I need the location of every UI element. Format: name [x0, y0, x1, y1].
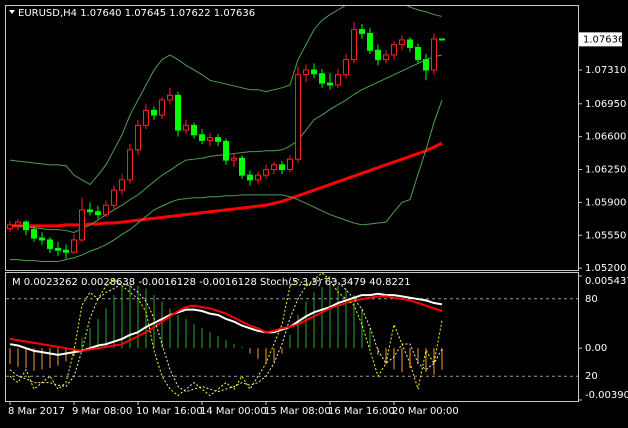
candle-body: [423, 59, 429, 71]
candle-body: [183, 124, 189, 131]
candle-body: [127, 149, 133, 181]
candle-body: [31, 229, 37, 239]
y-tick-label: 0.00: [585, 343, 607, 354]
indicator-plot: [6, 273, 578, 397]
candle-body: [199, 134, 205, 141]
candle-body: [87, 209, 93, 213]
candle-body: [391, 44, 397, 56]
x-tick-label: 14 Mar 00:00: [200, 406, 267, 417]
candle-body: [303, 69, 309, 76]
candle-body: [111, 189, 117, 206]
candle-body: [143, 109, 149, 126]
y-tick-label: 0.005437: [585, 276, 628, 287]
candle-body: [79, 209, 85, 241]
candle-body: [247, 174, 253, 181]
candle-body: [39, 237, 45, 241]
candle-body: [207, 137, 213, 141]
y-tick-label: -0.003903: [585, 390, 628, 401]
price-plot: [7, 6, 445, 263]
candle-body: [311, 69, 317, 75]
candle-body: [383, 54, 389, 61]
x-tick-label: 20 Mar 00:00: [392, 406, 459, 417]
candle-body: [375, 49, 381, 61]
candle-body: [23, 221, 29, 231]
candle-body: [63, 249, 69, 253]
candle-body: [135, 124, 141, 151]
last-price-marker: [579, 32, 622, 47]
chart-title: EURUSD,H4 1.07640 1.07645 1.07622 1.0763…: [18, 8, 255, 19]
candle-body: [159, 99, 165, 116]
oscillator-line: [9, 295, 443, 352]
y-tick-label: 1.06600: [585, 132, 626, 143]
y-tick-label: 1.06950: [585, 99, 626, 110]
candle-body: [175, 94, 181, 131]
candle-body: [431, 38, 437, 71]
frame: [5, 5, 579, 402]
bollinger-band: [10, 99, 443, 263]
price-pane-border: [5, 5, 579, 271]
candle-body: [15, 221, 21, 226]
y2-tick-label: 20: [585, 371, 598, 382]
candle-body: [55, 247, 61, 251]
candle-body: [319, 73, 325, 84]
candle-body: [151, 109, 157, 116]
x-tick-label: 8 Mar 2017: [8, 406, 65, 417]
y-tick-label: 1.05200: [585, 263, 626, 274]
candle-body: [295, 74, 301, 160]
candle-body: [351, 29, 357, 61]
candle-body: [103, 204, 109, 216]
indicator-title: M 0.0023262 0.0028638 -0.0016128 -0.0016…: [12, 277, 411, 288]
candle-body: [327, 82, 333, 86]
stochastic-line: [9, 273, 443, 397]
candle-body: [223, 140, 229, 161]
candle-body: [439, 38, 445, 41]
candle-body: [71, 239, 77, 253]
stochastic-line: [9, 276, 443, 393]
candle-body: [47, 239, 53, 249]
candle-body: [279, 164, 285, 171]
y-tick-label: 1.06250: [585, 165, 626, 176]
y-tick-label: 1.05900: [585, 197, 626, 208]
candle-body: [215, 137, 221, 142]
candle-body: [191, 124, 197, 136]
indicator-pane-border: [5, 272, 579, 402]
candle-body: [343, 59, 349, 76]
candle-body: [119, 179, 125, 191]
candle-body: [255, 174, 261, 181]
y2-tick-label: 80: [585, 294, 598, 305]
candle-body: [335, 74, 341, 86]
candle-body: [407, 39, 413, 48]
candle-body: [263, 169, 269, 176]
candle-body: [167, 94, 173, 101]
candle-body: [95, 211, 101, 216]
x-tick-label: 9 Mar 08:00: [72, 406, 132, 417]
candle-body: [415, 46, 421, 61]
candle-body: [287, 158, 293, 171]
candle-body: [239, 157, 245, 176]
x-tick-label: 15 Mar 08:00: [264, 406, 331, 417]
last-price-label: 1.07636: [583, 34, 624, 45]
y-tick-label: 1.07310: [585, 65, 626, 76]
y-tick-label: 1.05550: [585, 230, 626, 241]
candle-body: [271, 164, 277, 171]
menu-icon[interactable]: [9, 10, 15, 14]
x-tick-label: 10 Mar 16:00: [136, 406, 203, 417]
bollinger-band: [9, 6, 443, 186]
candle-body: [399, 39, 405, 46]
x-tick-label: 16 Mar 16:00: [328, 406, 395, 417]
candle-body: [7, 224, 13, 230]
candle-body: [367, 32, 373, 51]
candle-body: [231, 157, 237, 161]
candle-body: [359, 29, 365, 34]
